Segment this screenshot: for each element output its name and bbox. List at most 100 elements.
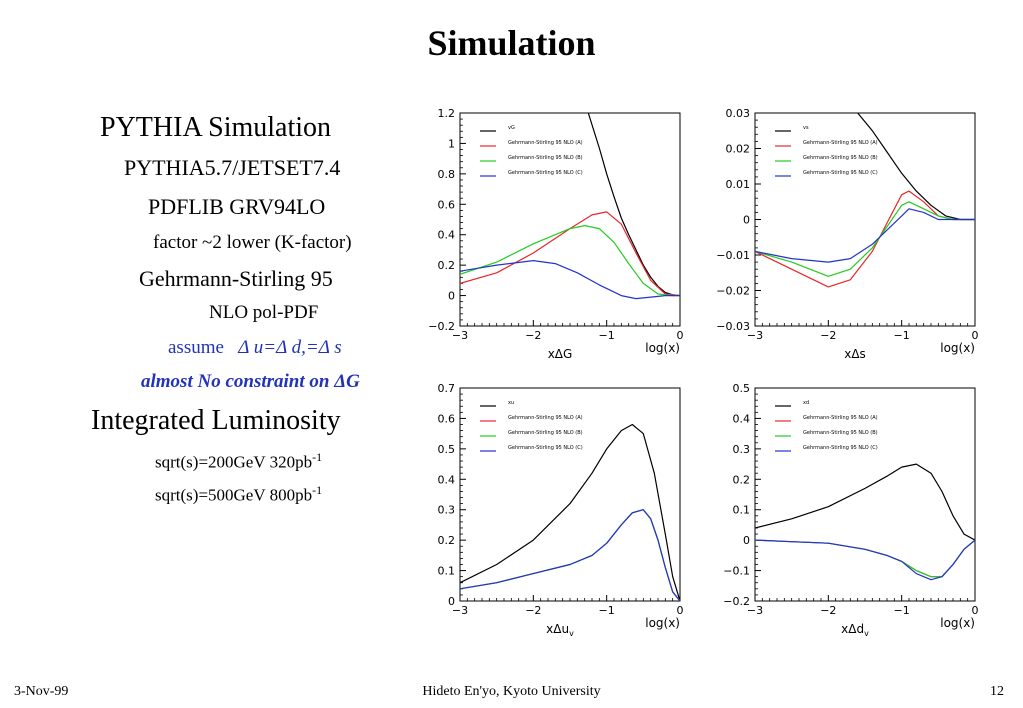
x-tick-label: −3 xyxy=(452,604,468,617)
y-tick-label: 1.2 xyxy=(438,107,456,120)
y-tick-label: 0.8 xyxy=(438,168,456,181)
chart-xds: −0.03 −0.02 −0.01 0 0.01 0.02 0.03 −3 −2 −1 0 xΔs lo… xyxy=(716,107,979,361)
series-line-0 xyxy=(755,463,975,541)
series-line-3 xyxy=(460,509,680,601)
y-tick-label: −0.03 xyxy=(716,320,750,333)
nlo-pol-pdf: NLO pol-PDF xyxy=(209,302,319,323)
y-tick-label: −0.2 xyxy=(428,320,455,333)
legend-entry: Gehrmann-Stirling 95 NLO (B) xyxy=(803,155,878,161)
assume-word: assume xyxy=(168,337,224,358)
series-line-3 xyxy=(755,539,975,581)
y-tick-label: 0.6 xyxy=(438,412,456,425)
series-line-3 xyxy=(460,260,680,300)
y-tick-label: 0.03 xyxy=(726,107,751,120)
y-tick-label: 0.4 xyxy=(438,229,456,242)
y-tick-label: 0.02 xyxy=(726,143,751,156)
gehrmann-stirling: Gehrmann-Stirling 95 xyxy=(139,266,333,291)
legend-entry: Gehrmann-Stirling 95 NLO (C) xyxy=(508,170,583,176)
legend-entry: xu xyxy=(508,400,514,406)
series-line-0 xyxy=(460,423,680,601)
x-tick-label: −1 xyxy=(599,604,615,617)
x-axis-label: xΔuv xyxy=(546,622,574,638)
legend-entry: Gehrmann-Stirling 95 NLO (A) xyxy=(508,140,583,146)
chart-xduv: 0 0.1 0.2 0.3 0.4 0.5 0.6 0.7 −3 −2 −1 0 xΔuv log(x) x… xyxy=(438,382,684,638)
pdflib-version: PDFLIB GRV94LO xyxy=(148,194,326,219)
legend-entry: Gehrmann-Stirling 95 NLO (C) xyxy=(803,445,878,451)
x-axis-label: xΔdv xyxy=(841,622,869,638)
y-tick-label: 0.3 xyxy=(438,504,456,517)
series-line-1 xyxy=(460,509,680,601)
x-tick-label: −2 xyxy=(820,604,836,617)
y-tick-label: −0.01 xyxy=(716,249,750,262)
chart-xdg: −0.2 0 0.2 0.4 0.6 0.8 1 1.2 −3 −2 −1 0 xΔG log(x) vG G… xyxy=(428,107,684,361)
series-line-2 xyxy=(460,509,680,601)
legend-entry: vG xyxy=(508,125,515,131)
chart-xddv: −0.2 −0.1 0 0.1 0.2 0.3 0.4 0.5 −3 −2 −1 0 xΔdv log(x… xyxy=(723,382,979,638)
y-tick-label: 0.01 xyxy=(726,178,751,191)
y-tick-label: −0.2 xyxy=(723,595,750,608)
series-line-2 xyxy=(755,539,975,578)
x-tick-label: 0 xyxy=(677,604,684,617)
legend-entry: xd xyxy=(803,400,809,406)
series-line-0 xyxy=(587,113,680,297)
series-line-1 xyxy=(460,211,680,297)
luminosity-heading: Integrated Luminosity xyxy=(91,405,341,436)
y-tick-label: −0.02 xyxy=(716,285,750,298)
y-tick-label: 0.6 xyxy=(438,198,456,211)
series-line-2 xyxy=(460,225,680,297)
x-tick-label: −1 xyxy=(894,329,910,342)
y-tick-label: 0.1 xyxy=(733,504,751,517)
legend-entry: Gehrmann-Stirling 95 NLO (A) xyxy=(508,415,583,421)
x-axis-unit-label: log(x) xyxy=(940,341,975,355)
y-tick-label: 0.5 xyxy=(438,443,456,456)
x-tick-label: 0 xyxy=(677,329,684,342)
lumi-500: sqrt(s)=500GeV 800pb-1 xyxy=(155,483,322,506)
y-tick-label: −0.1 xyxy=(723,565,750,578)
footer-page-number: 12 xyxy=(990,684,1004,699)
y-tick-label: 1 xyxy=(448,137,455,150)
x-tick-label: −2 xyxy=(525,604,541,617)
footer-author: Hideto En'yo, Kyoto University xyxy=(422,684,601,699)
series-line-1 xyxy=(755,190,975,288)
y-tick-label: 0.4 xyxy=(438,473,456,486)
y-tick-label: 0.7 xyxy=(438,382,456,395)
footer-date: 3-Nov-99 xyxy=(14,684,69,699)
legend-entry: Gehrmann-Stirling 95 NLO (C) xyxy=(803,170,878,176)
y-tick-label: 0.2 xyxy=(733,473,751,486)
legend-entry: vs xyxy=(803,125,809,131)
x-axis-unit-label: log(x) xyxy=(940,616,975,630)
y-tick-label: 0 xyxy=(743,214,750,227)
legend-entry: Gehrmann-Stirling 95 NLO (A) xyxy=(803,415,878,421)
x-axis-unit-label: log(x) xyxy=(645,341,680,355)
x-tick-label: −1 xyxy=(894,604,910,617)
assume-equation: Δ u=Δ d,=Δ s xyxy=(238,337,342,358)
slide-title: Simulation xyxy=(427,23,596,63)
series-line-2 xyxy=(755,201,975,277)
y-tick-label: 0 xyxy=(448,290,455,303)
x-tick-label: −3 xyxy=(747,604,763,617)
x-tick-label: −3 xyxy=(747,329,763,342)
constraint-note: almost No constraint on ΔG xyxy=(141,371,360,392)
series-line-1 xyxy=(755,539,975,578)
series-line-0 xyxy=(857,113,975,221)
lumi-500-text: sqrt(s)=500GeV 800pb xyxy=(155,485,313,505)
lumi-200-text: sqrt(s)=200GeV 320pb xyxy=(155,452,313,472)
x-tick-label: 0 xyxy=(972,604,979,617)
legend-entry: Gehrmann-Stirling 95 NLO (B) xyxy=(508,430,583,436)
lumi-200: sqrt(s)=200GeV 320pb-1 xyxy=(155,450,322,473)
pythia-heading: PYTHIA Simulation xyxy=(100,112,332,143)
legend-entry: Gehrmann-Stirling 95 NLO (B) xyxy=(508,155,583,161)
x-tick-label: 0 xyxy=(972,329,979,342)
legend-entry: Gehrmann-Stirling 95 NLO (B) xyxy=(803,430,878,436)
x-axis-label: xΔG xyxy=(548,347,573,361)
x-axis-unit-label: log(x) xyxy=(645,616,680,630)
y-tick-label: 0.3 xyxy=(733,443,751,456)
legend-entry: Gehrmann-Stirling 95 NLO (C) xyxy=(508,445,583,451)
y-tick-label: 0.2 xyxy=(438,259,456,272)
y-tick-label: 0.2 xyxy=(438,534,456,547)
y-tick-label: 0.5 xyxy=(733,382,751,395)
y-tick-label: 0.1 xyxy=(438,565,456,578)
pythia-version: PYTHIA5.7/JETSET7.4 xyxy=(124,155,341,180)
series-line-3 xyxy=(755,208,975,263)
legend-entry: Gehrmann-Stirling 95 NLO (A) xyxy=(803,140,878,146)
